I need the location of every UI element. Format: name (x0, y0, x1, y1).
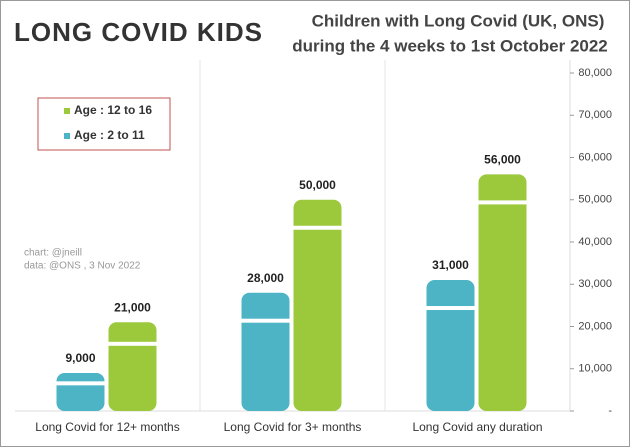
y-tick-label: 40,000 (578, 236, 612, 248)
bar (108, 322, 157, 411)
bar (293, 199, 342, 411)
bar-neck (292, 225, 343, 230)
y-tick-label: 20,000 (578, 320, 612, 332)
value-label: 31,000 (432, 258, 469, 272)
y-tick-label: 50,000 (578, 194, 612, 206)
chart-subtitle: during the 4 weeks to 1st October 2022 (292, 36, 608, 55)
value-label: 9,000 (65, 351, 95, 365)
y-tick-label: 60,000 (578, 151, 612, 163)
x-tick-label: Long Covid any duration (412, 420, 542, 434)
bar (426, 280, 475, 411)
y-tick-label: 30,000 (578, 278, 612, 290)
legend-label: Age : 12 to 16 (74, 103, 152, 117)
bar (56, 372, 105, 411)
chart-title: Children with Long Covid (UK, ONS) (312, 11, 605, 30)
value-label: 28,000 (247, 271, 284, 285)
y-tick-label: 70,000 (578, 109, 612, 121)
annotation: chart: @jneill (24, 248, 82, 259)
logo: LONG COVID KIDS (14, 17, 263, 47)
bar (478, 174, 527, 411)
y-tick-label: 80,000 (578, 67, 612, 79)
bar-neck (425, 306, 476, 311)
value-label: 21,000 (114, 300, 151, 314)
bar-neck (107, 341, 158, 346)
bar-neck (240, 318, 291, 323)
y-tick-label: 10,000 (578, 363, 612, 375)
bar-neck (55, 381, 106, 386)
x-tick-label: Long Covid for 3+ months (224, 420, 362, 434)
y-tick-label: - (608, 405, 612, 417)
legend (37, 97, 171, 151)
value-label: 50,000 (299, 178, 336, 192)
value-label: 56,000 (484, 153, 521, 167)
bar-neck (477, 200, 528, 205)
bar (241, 292, 290, 411)
x-tick-label: Long Covid for 12+ months (35, 420, 179, 434)
legend-swatch (64, 133, 70, 139)
legend-swatch (64, 108, 70, 114)
annotation: data: @ONS , 3 Nov 2022 (24, 261, 141, 272)
legend-label: Age : 2 to 11 (74, 128, 145, 142)
